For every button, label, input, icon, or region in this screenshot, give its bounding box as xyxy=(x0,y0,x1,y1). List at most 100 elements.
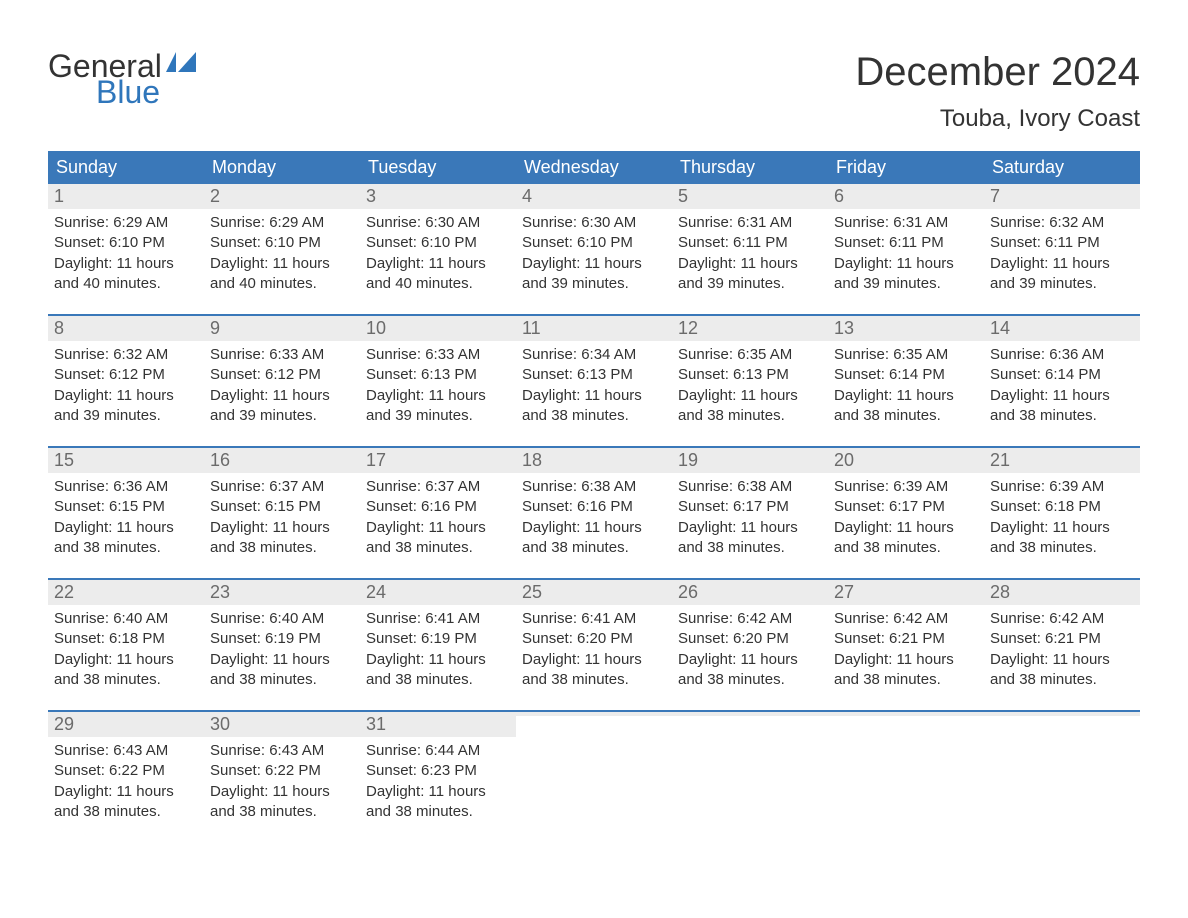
sunset-line: Sunset: 6:17 PM xyxy=(678,497,822,517)
calendar-week: 15Sunrise: 6:36 AMSunset: 6:15 PMDayligh… xyxy=(48,446,1140,564)
weekday-header: Saturday xyxy=(984,151,1140,184)
sunset-line: Sunset: 6:20 PM xyxy=(678,629,822,649)
day-details: Sunrise: 6:33 AMSunset: 6:12 PMDaylight:… xyxy=(204,341,360,432)
sunset-line: Sunset: 6:13 PM xyxy=(522,365,666,385)
daylight-line: Daylight: 11 hours and 38 minutes. xyxy=(834,518,978,559)
sunset-line: Sunset: 6:15 PM xyxy=(210,497,354,517)
day-details: Sunrise: 6:40 AMSunset: 6:18 PMDaylight:… xyxy=(48,605,204,696)
calendar-day: 25Sunrise: 6:41 AMSunset: 6:20 PMDayligh… xyxy=(516,580,672,696)
daylight-line: Daylight: 11 hours and 38 minutes. xyxy=(210,782,354,823)
day-number: 31 xyxy=(360,712,516,737)
calendar-week: 8Sunrise: 6:32 AMSunset: 6:12 PMDaylight… xyxy=(48,314,1140,432)
sunrise-line: Sunrise: 6:41 AM xyxy=(522,609,666,629)
day-details xyxy=(516,716,672,726)
daylight-line: Daylight: 11 hours and 38 minutes. xyxy=(366,650,510,691)
daylight-line: Daylight: 11 hours and 38 minutes. xyxy=(522,518,666,559)
sunrise-line: Sunrise: 6:41 AM xyxy=(366,609,510,629)
day-number: 22 xyxy=(48,580,204,605)
day-details: Sunrise: 6:36 AMSunset: 6:15 PMDaylight:… xyxy=(48,473,204,564)
daylight-line: Daylight: 11 hours and 40 minutes. xyxy=(54,254,198,295)
daylight-line: Daylight: 11 hours and 38 minutes. xyxy=(990,518,1134,559)
sunset-line: Sunset: 6:21 PM xyxy=(834,629,978,649)
day-number: 4 xyxy=(516,184,672,209)
day-number: 17 xyxy=(360,448,516,473)
calendar-day xyxy=(828,712,984,828)
logo-flag-icon xyxy=(166,52,196,76)
day-number: 10 xyxy=(360,316,516,341)
day-number: 13 xyxy=(828,316,984,341)
day-number: 5 xyxy=(672,184,828,209)
calendar-week: 1Sunrise: 6:29 AMSunset: 6:10 PMDaylight… xyxy=(48,184,1140,300)
sunrise-line: Sunrise: 6:36 AM xyxy=(54,477,198,497)
sunrise-line: Sunrise: 6:38 AM xyxy=(678,477,822,497)
sunset-line: Sunset: 6:19 PM xyxy=(210,629,354,649)
sunrise-line: Sunrise: 6:34 AM xyxy=(522,345,666,365)
day-details: Sunrise: 6:30 AMSunset: 6:10 PMDaylight:… xyxy=(360,209,516,300)
sunrise-line: Sunrise: 6:43 AM xyxy=(210,741,354,761)
day-number: 6 xyxy=(828,184,984,209)
calendar-day: 9Sunrise: 6:33 AMSunset: 6:12 PMDaylight… xyxy=(204,316,360,432)
calendar-day: 20Sunrise: 6:39 AMSunset: 6:17 PMDayligh… xyxy=(828,448,984,564)
sunset-line: Sunset: 6:12 PM xyxy=(210,365,354,385)
daylight-line: Daylight: 11 hours and 38 minutes. xyxy=(990,650,1134,691)
weekday-header: Wednesday xyxy=(516,151,672,184)
daylight-line: Daylight: 11 hours and 39 minutes. xyxy=(834,254,978,295)
calendar-day: 30Sunrise: 6:43 AMSunset: 6:22 PMDayligh… xyxy=(204,712,360,828)
daylight-line: Daylight: 11 hours and 38 minutes. xyxy=(678,650,822,691)
sunset-line: Sunset: 6:10 PM xyxy=(54,233,198,253)
calendar-week: 29Sunrise: 6:43 AMSunset: 6:22 PMDayligh… xyxy=(48,710,1140,828)
day-number: 30 xyxy=(204,712,360,737)
calendar-day: 18Sunrise: 6:38 AMSunset: 6:16 PMDayligh… xyxy=(516,448,672,564)
sunrise-line: Sunrise: 6:31 AM xyxy=(678,213,822,233)
weekday-header: Tuesday xyxy=(360,151,516,184)
sunset-line: Sunset: 6:16 PM xyxy=(366,497,510,517)
day-details xyxy=(984,716,1140,726)
day-details: Sunrise: 6:42 AMSunset: 6:20 PMDaylight:… xyxy=(672,605,828,696)
sunset-line: Sunset: 6:14 PM xyxy=(834,365,978,385)
sunrise-line: Sunrise: 6:29 AM xyxy=(54,213,198,233)
calendar-day: 1Sunrise: 6:29 AMSunset: 6:10 PMDaylight… xyxy=(48,184,204,300)
weekday-header-row: SundayMondayTuesdayWednesdayThursdayFrid… xyxy=(48,151,1140,184)
weekday-header: Friday xyxy=(828,151,984,184)
calendar-day: 31Sunrise: 6:44 AMSunset: 6:23 PMDayligh… xyxy=(360,712,516,828)
day-number: 29 xyxy=(48,712,204,737)
calendar-day: 10Sunrise: 6:33 AMSunset: 6:13 PMDayligh… xyxy=(360,316,516,432)
calendar-day: 4Sunrise: 6:30 AMSunset: 6:10 PMDaylight… xyxy=(516,184,672,300)
day-details: Sunrise: 6:32 AMSunset: 6:11 PMDaylight:… xyxy=(984,209,1140,300)
daylight-line: Daylight: 11 hours and 38 minutes. xyxy=(834,650,978,691)
daylight-line: Daylight: 11 hours and 38 minutes. xyxy=(522,386,666,427)
sunrise-line: Sunrise: 6:38 AM xyxy=(522,477,666,497)
calendar-day xyxy=(516,712,672,828)
sunrise-line: Sunrise: 6:32 AM xyxy=(990,213,1134,233)
sunset-line: Sunset: 6:10 PM xyxy=(210,233,354,253)
day-details: Sunrise: 6:41 AMSunset: 6:19 PMDaylight:… xyxy=(360,605,516,696)
calendar-day: 5Sunrise: 6:31 AMSunset: 6:11 PMDaylight… xyxy=(672,184,828,300)
day-details: Sunrise: 6:29 AMSunset: 6:10 PMDaylight:… xyxy=(48,209,204,300)
day-details: Sunrise: 6:43 AMSunset: 6:22 PMDaylight:… xyxy=(204,737,360,828)
day-number: 21 xyxy=(984,448,1140,473)
day-details: Sunrise: 6:32 AMSunset: 6:12 PMDaylight:… xyxy=(48,341,204,432)
day-details: Sunrise: 6:42 AMSunset: 6:21 PMDaylight:… xyxy=(828,605,984,696)
sunset-line: Sunset: 6:18 PM xyxy=(990,497,1134,517)
day-details: Sunrise: 6:41 AMSunset: 6:20 PMDaylight:… xyxy=(516,605,672,696)
day-number: 24 xyxy=(360,580,516,605)
calendar-day: 28Sunrise: 6:42 AMSunset: 6:21 PMDayligh… xyxy=(984,580,1140,696)
calendar-day: 8Sunrise: 6:32 AMSunset: 6:12 PMDaylight… xyxy=(48,316,204,432)
sunset-line: Sunset: 6:12 PM xyxy=(54,365,198,385)
day-details: Sunrise: 6:33 AMSunset: 6:13 PMDaylight:… xyxy=(360,341,516,432)
day-details: Sunrise: 6:38 AMSunset: 6:17 PMDaylight:… xyxy=(672,473,828,564)
calendar-day: 2Sunrise: 6:29 AMSunset: 6:10 PMDaylight… xyxy=(204,184,360,300)
day-details xyxy=(828,716,984,726)
sunset-line: Sunset: 6:21 PM xyxy=(990,629,1134,649)
sunrise-line: Sunrise: 6:40 AM xyxy=(54,609,198,629)
calendar-day: 26Sunrise: 6:42 AMSunset: 6:20 PMDayligh… xyxy=(672,580,828,696)
sunrise-line: Sunrise: 6:31 AM xyxy=(834,213,978,233)
daylight-line: Daylight: 11 hours and 38 minutes. xyxy=(678,386,822,427)
calendar-day: 24Sunrise: 6:41 AMSunset: 6:19 PMDayligh… xyxy=(360,580,516,696)
day-details: Sunrise: 6:31 AMSunset: 6:11 PMDaylight:… xyxy=(828,209,984,300)
sunset-line: Sunset: 6:11 PM xyxy=(678,233,822,253)
day-number: 27 xyxy=(828,580,984,605)
day-number: 26 xyxy=(672,580,828,605)
sunrise-line: Sunrise: 6:35 AM xyxy=(834,345,978,365)
sunrise-line: Sunrise: 6:44 AM xyxy=(366,741,510,761)
